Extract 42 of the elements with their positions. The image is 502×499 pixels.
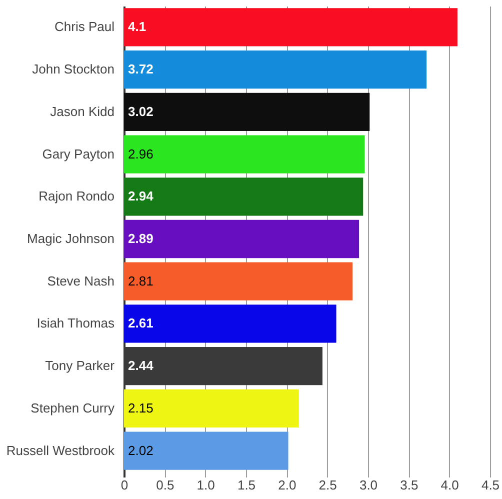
data-label: 4.1	[128, 19, 146, 34]
y-tick-label: Rajon Rondo	[38, 188, 114, 204]
x-tick-label: 1.0	[196, 478, 215, 492]
y-tick-label: Chris Paul	[54, 19, 115, 34]
data-label: 2.94	[128, 188, 154, 204]
bar	[124, 262, 353, 300]
bar	[124, 135, 365, 174]
bar	[124, 92, 370, 131]
y-tick-label: Steve Nash	[47, 273, 114, 288]
x-tick-label: 4.0	[440, 478, 459, 492]
y-tick-label: Jason Kidd	[50, 104, 114, 119]
bar	[124, 8, 458, 46]
y-tick-label: John Stockton	[32, 62, 114, 77]
bar	[124, 432, 288, 470]
x-tick-label: 3.0	[359, 478, 378, 492]
bar	[124, 178, 364, 216]
data-label: 2.44	[128, 358, 154, 374]
x-tick-label: 3.5	[400, 478, 418, 492]
data-label: 2.61	[128, 316, 154, 331]
y-tick-label: Stephen Curry	[30, 400, 115, 416]
bar	[124, 50, 427, 89]
y-tick-label: Isiah Thomas	[36, 316, 115, 331]
bar	[124, 304, 336, 343]
y-tick-label: Tony Parker	[45, 358, 116, 374]
data-label: 2.89	[128, 231, 154, 246]
x-tick-label: 2.5	[318, 478, 337, 492]
data-label: 3.02	[128, 104, 154, 119]
data-label: 2.15	[128, 400, 154, 416]
x-tick-label: 4.5	[481, 478, 500, 492]
x-tick-label: 2.0	[278, 478, 296, 492]
x-tick-label: 0	[120, 478, 128, 492]
y-tick-label: Gary Payton	[42, 146, 114, 162]
y-tick-label: Russell Westbrook	[6, 442, 115, 458]
bar	[124, 220, 360, 258]
data-label: 2.02	[128, 442, 154, 458]
x-tick-label: 0.5	[156, 478, 174, 492]
data-label: 2.96	[128, 146, 154, 162]
data-label: 2.81	[128, 273, 154, 288]
y-tick-label: Magic Johnson	[27, 231, 114, 246]
bar	[124, 389, 299, 428]
data-label: 3.72	[128, 62, 154, 77]
x-tick-label: 1.5	[237, 478, 256, 492]
